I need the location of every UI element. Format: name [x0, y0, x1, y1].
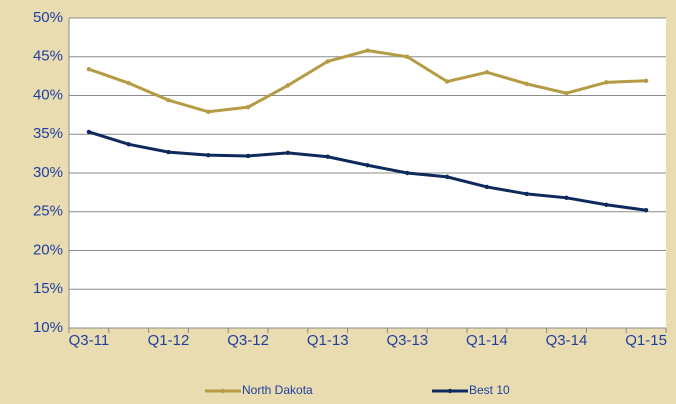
- data-point: [524, 191, 529, 197]
- legend: North Dakota Best 10: [205, 383, 510, 397]
- data-point: [206, 109, 211, 114]
- data-point: [405, 54, 410, 59]
- legend-label: Best 10: [469, 383, 510, 397]
- y-tick-label: 25%: [33, 203, 63, 220]
- data-point: [643, 78, 649, 83]
- legend-marker: [220, 388, 226, 394]
- data-point: [245, 104, 251, 110]
- data-point: [245, 153, 251, 159]
- data-point: [484, 70, 490, 75]
- x-tick-label: Q1-13: [307, 332, 349, 349]
- y-tick-label: 15%: [33, 280, 63, 297]
- data-point: [444, 174, 450, 180]
- data-point: [564, 90, 569, 96]
- data-point: [285, 83, 291, 88]
- data-point: [126, 80, 131, 86]
- data-point: [86, 129, 92, 135]
- data-point: [365, 48, 370, 53]
- y-tick-label: 45%: [33, 48, 63, 65]
- x-tick-label: Q1-15: [625, 332, 667, 349]
- y-tick-label: 50%: [33, 9, 63, 26]
- data-point: [643, 208, 649, 213]
- data-point: [405, 170, 410, 176]
- y-tick-label: 35%: [33, 125, 63, 142]
- x-tick-label: Q1-14: [466, 332, 508, 349]
- y-tick-label: 20%: [33, 241, 63, 258]
- x-tick-label: Q3-14: [546, 332, 588, 349]
- data-point: [285, 150, 291, 156]
- data-point: [365, 163, 370, 168]
- data-point: [206, 152, 211, 158]
- data-point: [524, 81, 529, 87]
- x-tick-label: Q1-12: [148, 332, 190, 349]
- y-tick-label: 10%: [33, 319, 63, 336]
- legend-label: North Dakota: [242, 383, 313, 397]
- x-tick-label: Q3-12: [227, 332, 269, 349]
- y-tick-label: 40%: [33, 86, 63, 103]
- data-point: [444, 79, 450, 84]
- data-point: [604, 80, 609, 85]
- data-point: [325, 154, 330, 159]
- x-tick-label: Q3-13: [386, 332, 428, 349]
- data-point: [166, 97, 171, 103]
- data-point: [484, 184, 490, 190]
- y-tick-label: 30%: [33, 164, 63, 181]
- data-point: [126, 142, 131, 147]
- data-point: [86, 66, 92, 72]
- x-tick-label: Q3-11: [69, 332, 110, 349]
- data-point: [166, 149, 171, 155]
- legend-marker: [447, 388, 453, 394]
- data-point: [564, 195, 569, 200]
- data-point: [325, 59, 330, 64]
- data-point: [604, 202, 609, 207]
